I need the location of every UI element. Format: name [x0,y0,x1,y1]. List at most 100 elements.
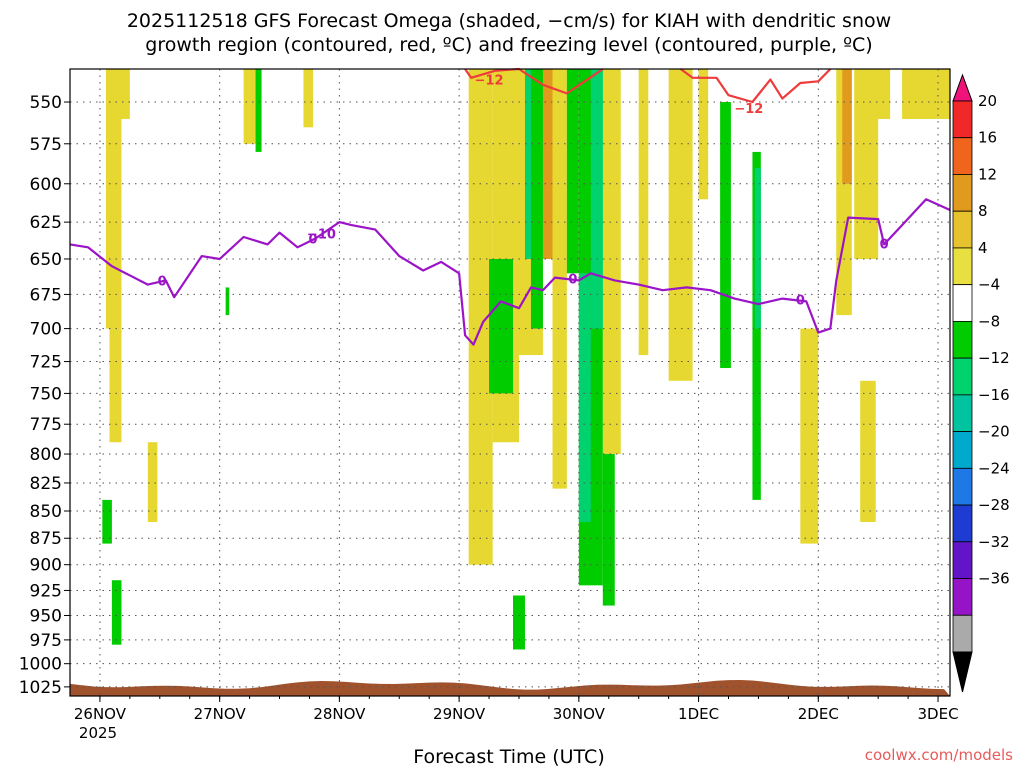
colorbar-swatch [952,431,973,469]
colorbar-tick-label: −36 [978,570,1010,588]
omega-region [875,69,891,119]
colorbar-tick-label: −24 [978,459,1010,477]
colorbar-swatch [952,137,973,175]
colorbar-tick-label: 12 [978,166,997,184]
x-tick-label: 30NOV [553,705,606,723]
dendritic-contour [679,68,832,104]
x-tick-label: 1DEC [678,705,719,723]
omega-region [754,167,761,329]
colorbar-tick-label: 16 [978,129,997,147]
y-tick-label: 700 [30,320,62,340]
grid-lines [70,69,950,696]
y-tick-label: 975 [30,631,62,651]
omega-region [303,69,314,128]
omega-region [578,273,591,522]
y-tick-label: 725 [30,353,62,373]
omega-region [590,69,603,329]
freezing-level-label: 0 [796,294,805,309]
y-tick-label: 875 [30,529,62,549]
omega-region [842,69,852,184]
colorbar-top-arrow [952,73,973,102]
omega-region [698,69,709,200]
dendritic-contour [464,67,604,95]
credit-text: coolwx.com/models [865,746,1013,764]
colorbar-swatch [952,504,973,543]
colorbar-swatch [952,357,973,396]
colorbar-swatch [952,210,973,249]
omega-region [566,69,579,274]
y-tick-label: 800 [30,445,62,465]
ground-fill [70,680,950,696]
chart-title-line-2: growth region (contoured, red, ºC) and f… [145,34,872,56]
freezing-level-label: 0 [880,237,889,252]
colorbar-tick-label: 8 [978,202,988,220]
omega-region [602,454,615,606]
freezing-level-label: 0 [158,274,167,289]
chart-title-line-1: 2025112518 GFS Forecast Omega (shaded, −… [127,10,891,32]
y-axis: 550 575 600 625 650 675 700 725 750 775 800 825 850 8… [19,93,70,698]
colorbar-tick-label: −12 [978,349,1010,367]
y-tick-label: 625 [30,213,62,233]
colorbar-swatch [952,467,973,506]
colorbar-tick-label: −16 [978,386,1010,404]
omega-region [542,69,553,259]
x-tick-label: 3DEC [918,705,959,723]
omega-region [121,69,130,119]
omega-region [902,69,939,119]
omega-region [512,595,525,650]
colorbar: 20 16 12 8 4 −4 −8 −12 −16 −20 −24 −28 −32 −36 [952,73,1010,693]
x-axis-label: Forecast Time (UTC) [413,746,604,768]
y-tick-label: 900 [30,556,62,576]
colorbar-tick-label: −32 [978,533,1010,551]
x-tick-label: 26NOV [74,705,127,723]
y-tick-label: 575 [30,135,62,155]
colorbar-tick-label: −4 [978,276,1000,294]
colorbar-swatch [952,614,973,653]
colorbar-tick-label: 4 [978,239,988,257]
colorbar-swatch [952,247,973,286]
omega-shading [102,69,950,650]
omega-region [255,69,262,152]
omega-region [602,69,621,455]
colorbar-swatch [952,284,973,322]
freezing-level-label: 0 [568,273,577,288]
omega-region [105,69,122,329]
omega-region [243,69,258,144]
y-tick-label: 850 [30,502,62,522]
colorbar-swatch [952,100,973,139]
omega-region [225,287,230,316]
dendritic-label: −12 [734,102,763,117]
colorbar-tick-label: 20 [978,92,997,110]
x-tick-label: 28NOV [313,705,366,723]
omega-region [468,69,493,565]
colorbar-tick-label: −20 [978,423,1010,441]
omega-region [147,442,158,522]
ground-surface [70,680,950,696]
omega-region [800,328,819,544]
y-tick-label: 650 [30,250,62,270]
omega-region [860,380,876,522]
omega-region [102,499,112,544]
y-tick-label: 750 [30,384,62,404]
omega-region [668,69,693,381]
colorbar-tick-label: −28 [978,496,1010,514]
omega-region [938,69,950,119]
x-tick-label: 29NOV [433,705,486,723]
y-tick-label: 925 [30,581,62,601]
x-tick-label: 27NOV [194,705,247,723]
colorbar-swatch [952,394,973,433]
y-tick-label: 550 [30,93,62,113]
omega-region [530,69,543,329]
colorbar-swatch [952,541,973,579]
omega-region [638,69,649,356]
y-tick-label: 1000 [19,655,62,675]
y-tick-label: 950 [30,606,62,626]
x-year-label: 2025 [79,724,117,742]
omega-region [109,328,122,443]
omega-region [854,69,879,259]
freezing-level-contour [69,198,951,346]
omega-region [111,580,122,645]
x-axis: 26NOV 27NOV 28NOV 29NOV 30NOV 1DEC 2DEC 3DEC [74,696,959,723]
